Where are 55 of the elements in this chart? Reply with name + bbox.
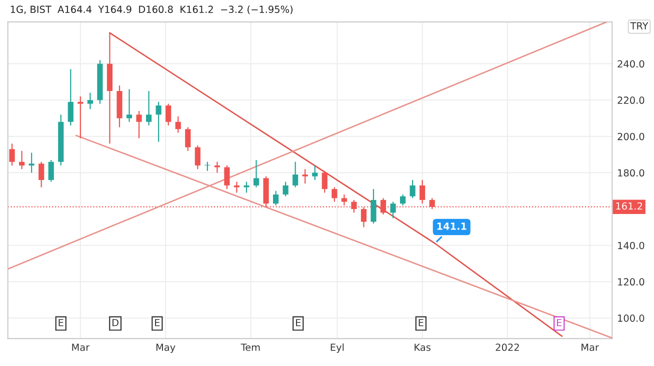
y-tick-label: 100.0	[618, 314, 644, 322]
candlestick	[400, 194, 406, 206]
x-tick-label: 2022	[496, 344, 519, 351]
candlestick	[332, 186, 338, 202]
candlestick	[146, 90, 152, 126]
x-tick-label: Kas	[414, 344, 430, 351]
y-tick-label: 200.0	[618, 132, 644, 140]
candlestick	[214, 161, 220, 174]
candlestick	[68, 68, 74, 126]
candlestick	[292, 161, 298, 188]
candlestick	[175, 116, 181, 134]
x-tick-label: Tem	[240, 344, 260, 351]
candlestick	[194, 144, 200, 170]
candlestick	[28, 152, 34, 174]
candlestick	[38, 161, 44, 188]
candlestick	[156, 101, 162, 142]
annotation: D	[112, 319, 118, 326]
annotation: E	[58, 319, 64, 326]
candlestick	[410, 179, 416, 199]
candlestick	[370, 188, 376, 224]
y-tick-label: 140.0	[618, 242, 644, 250]
candlestick	[390, 201, 396, 219]
text: TRY	[630, 22, 648, 30]
y-tick-label: 240.0	[618, 60, 644, 68]
candlestick	[9, 143, 15, 166]
candlestick	[273, 190, 279, 206]
candlestick	[302, 168, 308, 184]
x-tick-label: May	[156, 344, 176, 353]
x-tick-label: Mar	[582, 344, 599, 351]
candlestick	[224, 164, 230, 190]
y-tick-label: 120.0	[618, 278, 644, 286]
candlestick	[420, 179, 426, 204]
x-tick-label: Eyl	[330, 343, 344, 353]
candlestick	[204, 161, 210, 172]
annotation: E	[155, 319, 160, 326]
annotation: E	[556, 319, 562, 326]
candlestick	[322, 170, 328, 194]
candlestick	[185, 126, 191, 152]
y-tick-label: 180.0	[618, 169, 644, 177]
candlestick	[136, 110, 142, 139]
candlestick	[19, 150, 25, 170]
annotation: 141.1	[437, 222, 466, 230]
candlestick	[312, 164, 318, 181]
annotation: E	[418, 319, 424, 326]
x-tick-label: Mar	[72, 344, 90, 351]
candlestick	[126, 88, 132, 122]
candlestick	[87, 92, 93, 110]
y-tick-label: 220.0	[618, 96, 644, 104]
candlestick	[48, 159, 54, 182]
ref-line-label: 161.2	[616, 202, 642, 210]
annotation: E	[296, 319, 301, 326]
chart-title: 1G, BIST A164.4 Y164.9 D160.8 K161.2 −3.2 (−1.95%)	[10, 6, 293, 14]
candlestick	[282, 181, 288, 197]
candlestick	[166, 103, 172, 126]
candlestick	[253, 159, 260, 188]
